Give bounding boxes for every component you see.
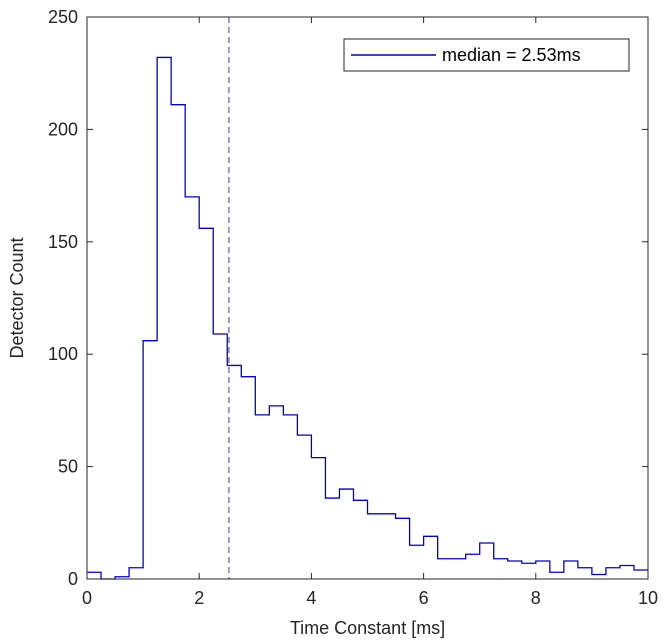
histogram-bin bbox=[438, 559, 452, 579]
histogram-bin bbox=[143, 341, 157, 579]
histogram-bin bbox=[564, 561, 578, 579]
histogram-bin bbox=[339, 489, 353, 579]
x-tick-label: 8 bbox=[531, 588, 541, 608]
histogram-bin bbox=[185, 197, 199, 579]
histogram-series-line bbox=[87, 56, 648, 580]
x-axis-label: Time Constant [ms] bbox=[290, 618, 445, 638]
histogram-bin bbox=[592, 575, 606, 580]
axes bbox=[86, 16, 649, 580]
legend-entry: median = 2.53ms bbox=[442, 45, 581, 65]
histogram-bin bbox=[283, 415, 297, 579]
x-tick-labels: 0 2 4 6 8 10 bbox=[82, 588, 658, 608]
histogram-bin bbox=[129, 568, 143, 579]
histogram-bin bbox=[269, 406, 283, 579]
histogram-bin bbox=[578, 568, 592, 579]
histogram-bin bbox=[157, 57, 171, 579]
y-axis-label: Detector Count bbox=[7, 237, 27, 358]
histogram-bin bbox=[480, 543, 494, 579]
y-tick-label: 250 bbox=[48, 7, 78, 27]
histogram-bin bbox=[255, 415, 269, 579]
histogram-bin bbox=[508, 561, 522, 579]
x-tick-label: 2 bbox=[194, 588, 204, 608]
tick-marks bbox=[86, 16, 649, 580]
x-tick-label: 6 bbox=[419, 588, 429, 608]
histogram-bin bbox=[466, 554, 480, 579]
histogram-bin bbox=[494, 559, 508, 579]
histogram-bin bbox=[634, 570, 648, 579]
x-tick-label: 10 bbox=[638, 588, 658, 608]
histogram-bin bbox=[452, 559, 466, 579]
histogram-bin bbox=[382, 514, 396, 579]
histogram-bin bbox=[522, 563, 536, 579]
histogram-bin bbox=[213, 334, 227, 579]
x-tick-label: 0 bbox=[82, 588, 92, 608]
y-tick-label: 200 bbox=[48, 119, 78, 139]
histogram-bin bbox=[353, 500, 367, 579]
histogram-bin bbox=[171, 105, 185, 579]
histogram-bin bbox=[410, 545, 424, 579]
histogram-bin bbox=[550, 572, 564, 579]
y-tick-label: 150 bbox=[48, 232, 78, 252]
histogram-bin bbox=[199, 228, 213, 579]
histogram-stairs bbox=[87, 56, 648, 580]
histogram-bin bbox=[396, 518, 410, 579]
histogram-bin bbox=[536, 561, 550, 579]
y-tick-label: 100 bbox=[48, 344, 78, 364]
y-tick-label: 0 bbox=[68, 569, 78, 589]
histogram-bin bbox=[297, 435, 311, 579]
legend: median = 2.53ms bbox=[343, 38, 630, 72]
histogram-bin bbox=[241, 377, 255, 579]
histogram-bin bbox=[606, 568, 620, 579]
histogram-bin bbox=[368, 514, 382, 579]
x-tick-label: 4 bbox=[306, 588, 316, 608]
histogram-bin bbox=[424, 536, 438, 579]
histogram-bin bbox=[87, 572, 101, 579]
histogram-bin bbox=[620, 566, 634, 579]
y-tick-labels: 0 50 100 150 200 250 bbox=[48, 7, 78, 589]
axes-box bbox=[86, 16, 649, 580]
y-tick-label: 50 bbox=[58, 457, 78, 477]
histogram-bin bbox=[311, 458, 325, 579]
histogram-bin bbox=[325, 498, 339, 579]
